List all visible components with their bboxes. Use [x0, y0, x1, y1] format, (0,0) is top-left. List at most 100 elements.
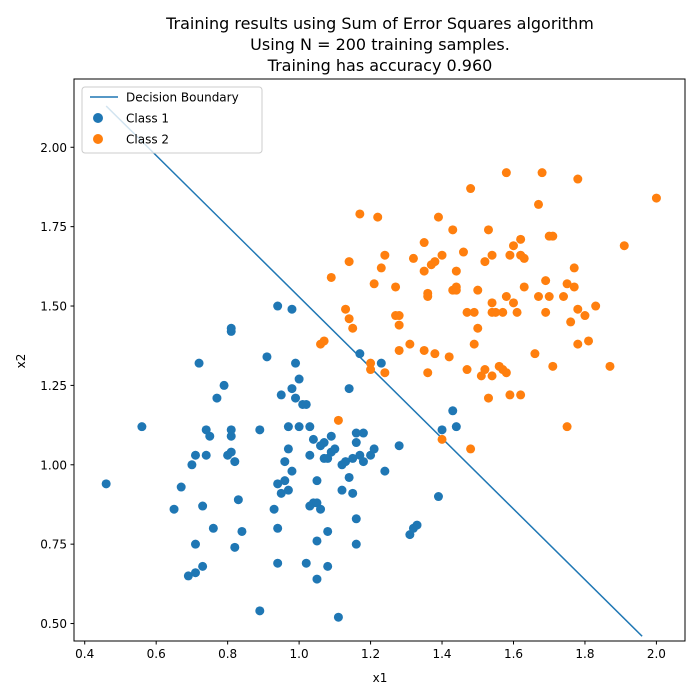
class-1-point — [137, 422, 147, 432]
class-2-point — [487, 298, 497, 308]
class-2-point — [487, 250, 497, 260]
class-1-point — [305, 450, 315, 460]
chart-title: Training results using Sum of Error Squa… — [165, 14, 594, 75]
y-tick-label: 0.50 — [40, 617, 67, 631]
class-1-point — [230, 542, 240, 552]
plot-frame — [73, 78, 686, 642]
class-2-point — [534, 292, 543, 301]
class-2-point — [430, 349, 440, 359]
class-2-point — [466, 444, 476, 454]
class-2-point — [530, 349, 540, 359]
class-1-point — [226, 323, 236, 333]
x-tick-label: 0.6 — [147, 647, 166, 661]
class-1-point — [262, 352, 272, 362]
class-2-point — [512, 307, 522, 317]
class-2-point — [519, 282, 529, 292]
class-2-point — [451, 282, 461, 292]
class-2-point — [548, 231, 558, 241]
class-1-point — [198, 501, 208, 511]
class-2-point — [519, 253, 529, 263]
class-1-point — [190, 450, 200, 460]
class-1-point — [333, 612, 343, 622]
class-1-point — [448, 406, 458, 416]
class-1-point — [412, 520, 422, 530]
class-2-point — [651, 193, 661, 203]
class-1-point — [176, 482, 186, 492]
y-tick-label: 1.00 — [40, 458, 67, 472]
class-2-point — [344, 314, 354, 324]
class-2-point — [548, 361, 558, 371]
class-2-point — [559, 292, 569, 301]
class-2-point — [569, 282, 579, 292]
class-2-point — [437, 250, 447, 260]
class-2-point — [419, 238, 429, 248]
class-1-point — [369, 444, 379, 454]
class-1-point — [276, 390, 286, 400]
legend-label-class-2: Class 2 — [126, 133, 169, 147]
title-line-2: Using N = 200 training samples. — [250, 35, 510, 54]
class-1-point — [380, 466, 390, 476]
class-1-point — [201, 450, 211, 460]
x-tick-label: 0.8 — [218, 647, 237, 661]
class-1-point — [351, 428, 361, 438]
class-1-point — [312, 536, 322, 546]
class-1-point — [301, 399, 311, 409]
class-1-point — [190, 568, 200, 578]
class-2-point — [408, 253, 418, 263]
class-2-point — [394, 345, 404, 355]
class-2-point — [562, 279, 572, 289]
class-2-point — [480, 257, 490, 267]
class-1-point — [283, 444, 293, 454]
class-1-point — [194, 358, 204, 368]
class-1-point — [287, 466, 297, 476]
class-2-point — [573, 339, 583, 349]
class-2-point — [619, 241, 629, 251]
class-1-point — [283, 485, 293, 495]
class-2-point — [562, 422, 572, 432]
class-2-point — [508, 298, 518, 308]
y-axis-ticks: 0.50 0.75 1.00 1.25 1.50 1.75 2.00 — [40, 141, 74, 631]
class-2-point — [516, 234, 526, 244]
class-2-point — [541, 276, 551, 286]
class-2-point — [469, 339, 479, 349]
class-2-point — [437, 434, 447, 444]
class-1-point — [276, 488, 286, 498]
class-1-point — [190, 539, 200, 549]
y-axis-label: x2 — [14, 354, 28, 369]
legend-marker-class-2 — [93, 134, 103, 144]
class-2-point — [573, 174, 583, 184]
class-2-point — [541, 307, 551, 317]
y-tick-label: 2.00 — [40, 141, 67, 155]
class-1-point — [169, 504, 179, 514]
legend-label-class-1: Class 1 — [126, 112, 169, 126]
class-2-point — [394, 311, 404, 321]
class-1-point — [269, 504, 279, 514]
y-tick-label: 1.25 — [40, 379, 67, 393]
class-1-point — [394, 441, 404, 451]
class-1-point — [212, 393, 222, 403]
class-2-point — [487, 371, 497, 381]
y-tick-label: 1.50 — [40, 300, 67, 314]
class-2-point — [341, 304, 351, 314]
class-2-point — [534, 199, 543, 209]
class-2-point — [480, 365, 490, 375]
class-2-point — [501, 368, 511, 378]
class-2-point — [505, 250, 515, 260]
series-class-2 — [316, 168, 661, 454]
class-1-point — [273, 301, 283, 311]
class-2-point — [473, 323, 483, 333]
class-1-point — [283, 422, 293, 432]
class-2-point — [501, 292, 511, 301]
class-1-point — [291, 393, 301, 403]
class-1-point — [437, 425, 447, 435]
class-1-point — [326, 431, 336, 441]
class-1-point — [358, 457, 368, 467]
class-2-point — [483, 225, 493, 235]
class-1-point — [348, 453, 358, 463]
class-1-point — [226, 447, 236, 457]
class-1-point — [280, 476, 290, 486]
class-2-point — [419, 266, 429, 276]
class-2-point — [605, 361, 615, 371]
class-1-point — [316, 504, 326, 514]
